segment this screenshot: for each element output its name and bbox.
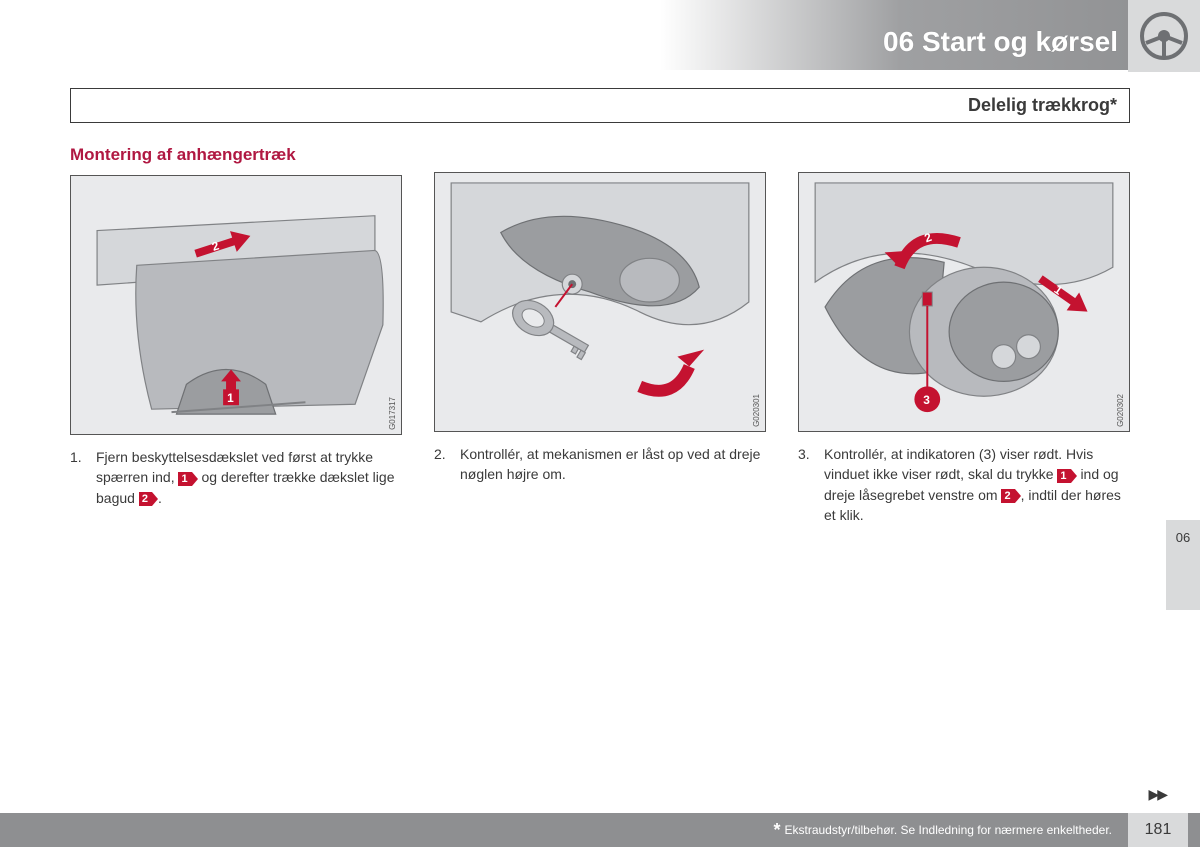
page-number: 181 <box>1128 813 1188 847</box>
content-columns: Montering af anhængertræk 2 1 <box>70 145 1130 525</box>
figure-2-id: G020301 <box>752 394 761 427</box>
step-2-number: 2. <box>434 444 450 485</box>
column-1: Montering af anhængertræk 2 1 <box>70 145 402 525</box>
inline-badge-2: 2 <box>139 492 152 506</box>
subsection-title-box: Delelig trækkrog* <box>70 88 1130 123</box>
figure3-callout-3: 3 <box>923 393 930 407</box>
figure-1-id: G017317 <box>388 397 397 430</box>
section-heading: Montering af anhængertræk <box>70 145 402 165</box>
figure1-callout-1: 1 <box>227 391 234 405</box>
steering-wheel-icon <box>1128 0 1200 72</box>
inline-badge-1b: 1 <box>1057 469 1070 483</box>
figure-3: 1 2 3 G020302 <box>798 172 1130 432</box>
footnote-star: * <box>773 820 780 841</box>
step-2: 2. Kontrollér, at mekanismen er låst op … <box>434 444 766 485</box>
step-3: 3. Kontrollér, at indikatoren (3) viser … <box>798 444 1130 525</box>
continue-icon: ▶▶ <box>1148 786 1166 803</box>
step-3-text-a: Kontrollér, at indikatoren (3) viser rød… <box>824 446 1093 482</box>
spacer <box>434 145 766 172</box>
chapter-title: 06 Start og kørsel <box>883 26 1118 58</box>
side-tab-label: 06 <box>1176 530 1190 545</box>
step-1-text-c: . <box>158 490 162 506</box>
figure-3-id: G020302 <box>1116 394 1125 427</box>
column-2: G020301 2. Kontrollér, at mekanismen er … <box>434 145 766 525</box>
step-1: 1. Fjern beskyttelsesdækslet ved først a… <box>70 447 402 508</box>
footnote-text: Ekstraudstyr/tilbehør. Se Indledning for… <box>784 823 1112 837</box>
side-tab: 06 <box>1166 520 1200 610</box>
step-1-body: Fjern beskyttelsesdækslet ved først at t… <box>96 447 402 508</box>
figure-1: 2 1 G017317 <box>70 175 402 435</box>
step-3-body: Kontrollér, at indikatoren (3) viser rød… <box>824 444 1130 525</box>
column-3: 1 2 3 G020302 3. Kontrollér, at indikato… <box>798 145 1130 525</box>
inline-badge-2b: 2 <box>1001 489 1014 503</box>
step-3-number: 3. <box>798 444 814 525</box>
step-1-number: 1. <box>70 447 86 508</box>
inline-badge-1: 1 <box>178 472 191 486</box>
footer: * Ekstraudstyr/tilbehør. Se Indledning f… <box>0 813 1200 847</box>
spacer <box>798 145 1130 172</box>
subsection-title: Delelig trækkrog* <box>968 95 1117 115</box>
step-2-body: Kontrollér, at mekanismen er låst op ved… <box>460 444 766 485</box>
figure-2: G020301 <box>434 172 766 432</box>
